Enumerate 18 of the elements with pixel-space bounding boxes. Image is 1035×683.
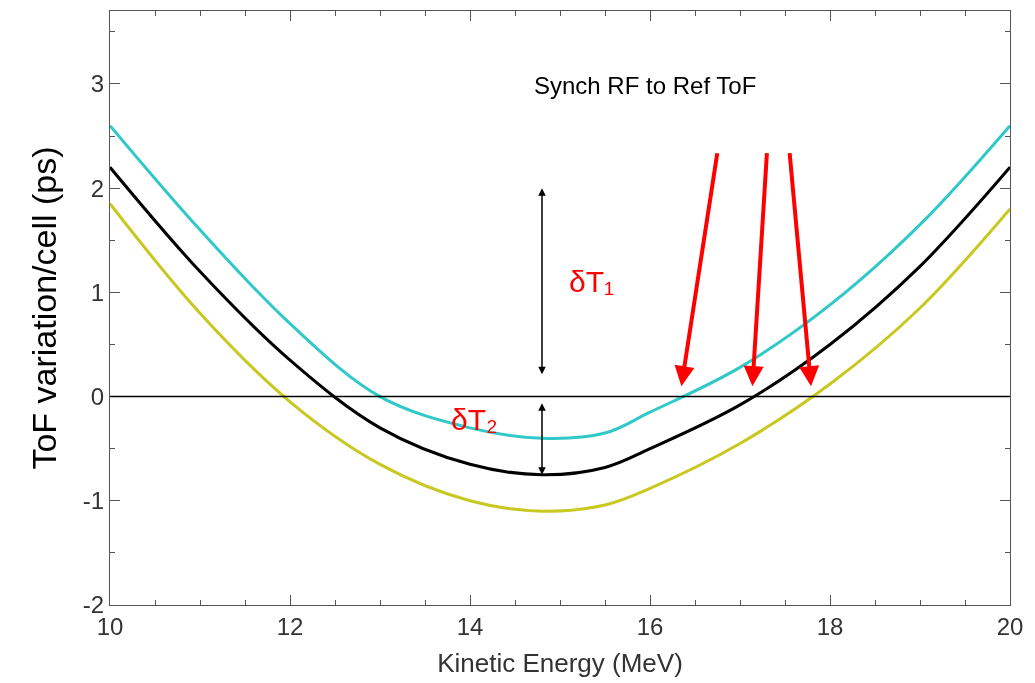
line-series <box>110 202 1010 513</box>
y-tick-label: -1 <box>82 487 105 515</box>
x-tick-label: 18 <box>816 612 844 640</box>
annotation: Synch RF to Ref ToF <box>534 72 757 99</box>
annotation: δT₂ <box>451 403 498 436</box>
y-tick-label: 2 <box>90 174 105 202</box>
x-axis-title: Kinetic Energy (MeV) <box>437 648 683 679</box>
y-axis-title: ToF variation/cell (ps) <box>25 146 64 470</box>
y-tick-label: 0 <box>90 382 105 410</box>
y-tick-label: 1 <box>90 278 105 306</box>
line-series <box>110 165 1010 477</box>
line-series <box>110 124 1010 440</box>
x-tick-label: 14 <box>456 612 484 640</box>
x-tick-label: 16 <box>636 612 664 640</box>
x-tick-label: 20 <box>996 612 1024 640</box>
y-tick-label: 3 <box>90 70 105 98</box>
annotation: δT₁ <box>569 265 615 298</box>
x-tick-label: 12 <box>276 612 304 640</box>
